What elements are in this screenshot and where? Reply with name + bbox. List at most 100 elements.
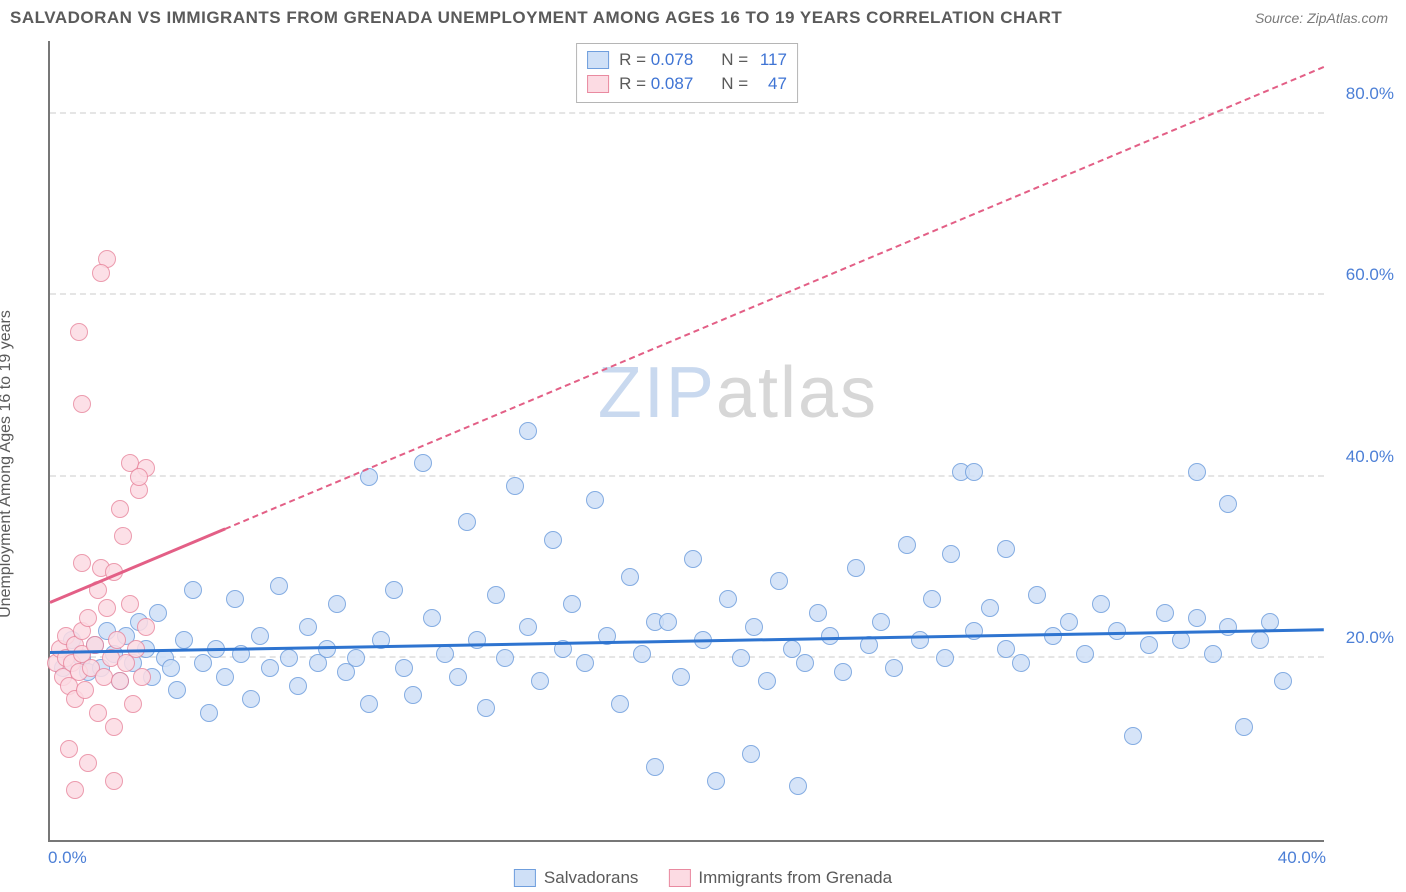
gridline xyxy=(50,293,1324,295)
trend-line-dashed xyxy=(225,66,1325,530)
chart-title: SALVADORAN VS IMMIGRANTS FROM GRENADA UN… xyxy=(10,8,1062,28)
data-point xyxy=(997,540,1015,558)
stats-row: R = 0.078 N = 117 xyxy=(587,48,787,72)
data-point xyxy=(707,772,725,790)
gridline xyxy=(50,112,1324,114)
source-label: Source: ZipAtlas.com xyxy=(1255,10,1388,26)
stats-r: R = 0.078 xyxy=(619,50,693,70)
data-point xyxy=(1028,586,1046,604)
data-point xyxy=(519,422,537,440)
data-point xyxy=(923,590,941,608)
data-point xyxy=(898,536,916,554)
data-point xyxy=(809,604,827,622)
legend-label-1: Salvadorans xyxy=(544,868,639,888)
data-point xyxy=(477,699,495,717)
data-point xyxy=(261,659,279,677)
trend-line xyxy=(50,628,1324,654)
data-point xyxy=(885,659,903,677)
data-point xyxy=(168,681,186,699)
data-point xyxy=(1188,609,1206,627)
y-tick-label: 40.0% xyxy=(1334,447,1394,467)
stats-n: N = 47 xyxy=(721,74,787,94)
stats-r: R = 0.087 xyxy=(619,74,693,94)
data-point xyxy=(242,690,260,708)
data-point xyxy=(70,323,88,341)
data-point xyxy=(137,618,155,636)
data-point xyxy=(621,568,639,586)
y-tick-label: 80.0% xyxy=(1334,84,1394,104)
data-point xyxy=(758,672,776,690)
data-point xyxy=(633,645,651,663)
watermark-post: atlas xyxy=(716,353,878,433)
data-point xyxy=(770,572,788,590)
data-point xyxy=(89,704,107,722)
data-point xyxy=(60,740,78,758)
x-tick-min: 0.0% xyxy=(48,848,87,868)
data-point xyxy=(496,649,514,667)
data-point xyxy=(1274,672,1292,690)
data-point xyxy=(79,609,97,627)
data-point xyxy=(458,513,476,531)
legend-swatch-1 xyxy=(514,869,536,887)
data-point xyxy=(1012,654,1030,672)
data-point xyxy=(184,581,202,599)
data-point xyxy=(76,681,94,699)
data-point xyxy=(611,695,629,713)
data-point xyxy=(821,627,839,645)
data-point xyxy=(385,581,403,599)
data-point xyxy=(289,677,307,695)
data-point xyxy=(742,745,760,763)
data-point xyxy=(563,595,581,613)
data-point xyxy=(965,463,983,481)
data-point xyxy=(981,599,999,617)
data-point xyxy=(251,627,269,645)
data-point xyxy=(659,613,677,631)
data-point xyxy=(114,527,132,545)
data-point xyxy=(328,595,346,613)
data-point xyxy=(280,649,298,667)
data-point xyxy=(347,649,365,667)
data-point xyxy=(79,754,97,772)
data-point xyxy=(270,577,288,595)
data-point xyxy=(216,668,234,686)
stats-swatch xyxy=(587,75,609,93)
x-tick-max: 40.0% xyxy=(1278,848,1326,868)
data-point xyxy=(423,609,441,627)
data-point xyxy=(66,781,84,799)
data-point xyxy=(1235,718,1253,736)
data-point xyxy=(360,695,378,713)
data-point xyxy=(449,668,467,686)
data-point xyxy=(121,595,139,613)
data-point xyxy=(796,654,814,672)
data-point xyxy=(646,758,664,776)
legend-label-2: Immigrants from Grenada xyxy=(698,868,892,888)
data-point xyxy=(175,631,193,649)
data-point xyxy=(468,631,486,649)
data-point xyxy=(847,559,865,577)
data-point xyxy=(404,686,422,704)
data-point xyxy=(719,590,737,608)
data-point xyxy=(226,590,244,608)
y-axis-label: Unemployment Among Ages 16 to 19 years xyxy=(0,310,15,618)
y-tick-label: 60.0% xyxy=(1334,265,1394,285)
data-point xyxy=(111,672,129,690)
stats-row: R = 0.087 N = 47 xyxy=(587,72,787,96)
data-point xyxy=(487,586,505,604)
stats-box: R = 0.078 N = 117 R = 0.087 N = 47 xyxy=(576,43,798,103)
legend-item-grenada: Immigrants from Grenada xyxy=(668,868,892,888)
data-point xyxy=(318,640,336,658)
data-point xyxy=(73,395,91,413)
data-point xyxy=(130,468,148,486)
data-point xyxy=(544,531,562,549)
data-point xyxy=(506,477,524,495)
stats-n: N = 117 xyxy=(721,50,787,70)
data-point xyxy=(997,640,1015,658)
data-point xyxy=(200,704,218,722)
y-tick-label: 20.0% xyxy=(1334,628,1394,648)
data-point xyxy=(872,613,890,631)
data-point xyxy=(1219,495,1237,513)
data-point xyxy=(111,500,129,518)
data-point xyxy=(149,604,167,622)
stats-swatch xyxy=(587,51,609,69)
data-point xyxy=(414,454,432,472)
